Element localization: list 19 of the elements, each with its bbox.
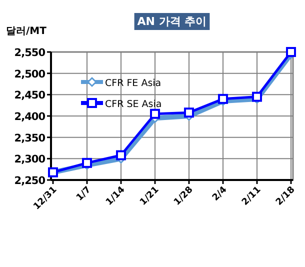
point xyxy=(184,108,194,118)
y-tick-label: 2,300 xyxy=(14,154,46,166)
y-tick-label: 2,450 xyxy=(14,90,46,102)
y-tick-label: 2,350 xyxy=(14,132,46,144)
point xyxy=(116,150,126,160)
x-tick-label: 2/4 xyxy=(210,185,230,204)
y-axis-title: 달러/MT xyxy=(6,26,47,37)
chart-title: AN 가격 추이 xyxy=(137,15,207,28)
x-tick-label: 1/7 xyxy=(74,185,94,204)
point xyxy=(150,108,160,119)
point xyxy=(82,158,92,168)
y-tick-label: 2,400 xyxy=(14,111,46,123)
point xyxy=(218,94,228,104)
legend-label: CFR SE Asia xyxy=(105,99,162,110)
y-tick-label: 2,250 xyxy=(14,175,46,187)
point xyxy=(286,47,296,57)
legend-label: CFR FE Asia xyxy=(105,78,162,89)
y-tick-label: 2,550 xyxy=(14,47,46,59)
y-tick-label: 2,500 xyxy=(14,68,46,80)
